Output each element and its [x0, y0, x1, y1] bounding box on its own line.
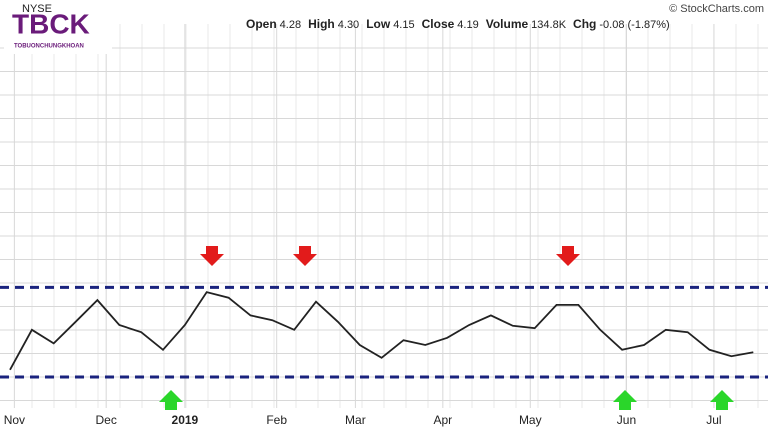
x-tick-label: 2019: [172, 413, 199, 427]
quote-value: 4.30: [338, 19, 359, 31]
x-tick-label: Feb: [266, 413, 287, 427]
price-line: [9, 291, 754, 371]
logo-subtitle: TOBUONCHUNGKHOAN: [14, 44, 84, 50]
plot: [9, 291, 754, 371]
up-arrow: [710, 390, 734, 410]
down-arrow: [200, 246, 224, 266]
quote-label: Open: [246, 17, 277, 31]
x-tick-label: Jul: [706, 413, 721, 427]
x-axis: Nov Dec 2019 Feb Mar Apr May Jun Jul: [4, 413, 722, 427]
quote: Open 4.28 High 4.30 Low 4.15 Close 4.19 Volume 13…: [246, 17, 670, 31]
levels: [0, 285, 768, 379]
quote-label: Chg: [573, 17, 596, 31]
down-arrow: [293, 246, 317, 266]
up-arrow: [613, 390, 637, 410]
source: © StockCharts.com: [669, 3, 764, 15]
x-tick-label: Jun: [617, 413, 636, 427]
quote-label: Low: [366, 17, 391, 31]
logo-bg: [4, 4, 112, 54]
quote-value: 4.19: [457, 19, 478, 31]
quote-value: 4.28: [280, 19, 301, 31]
quote-value: 4.15: [393, 19, 414, 31]
x-tick-label: Nov: [4, 413, 25, 427]
exchange: NYSE: [22, 3, 52, 15]
x-tick-label: Mar: [345, 413, 366, 427]
quote-value: -0.08 (-1.87%): [599, 19, 669, 31]
x-tick-label: May: [519, 413, 542, 427]
quote-label: High: [308, 17, 335, 31]
grid: [0, 14, 768, 408]
header-bg: [0, 0, 768, 24]
x-tick-label: Apr: [433, 413, 452, 427]
arrows: [159, 246, 734, 410]
logo-title: TBCK: [12, 8, 90, 39]
up-arrow: [159, 390, 183, 410]
x-tick-label: Dec: [96, 413, 117, 427]
quote-label: Volume: [486, 17, 529, 31]
quote-label: Close: [422, 17, 455, 31]
quote-value: 134.8K: [531, 19, 567, 31]
down-arrow: [556, 246, 580, 266]
